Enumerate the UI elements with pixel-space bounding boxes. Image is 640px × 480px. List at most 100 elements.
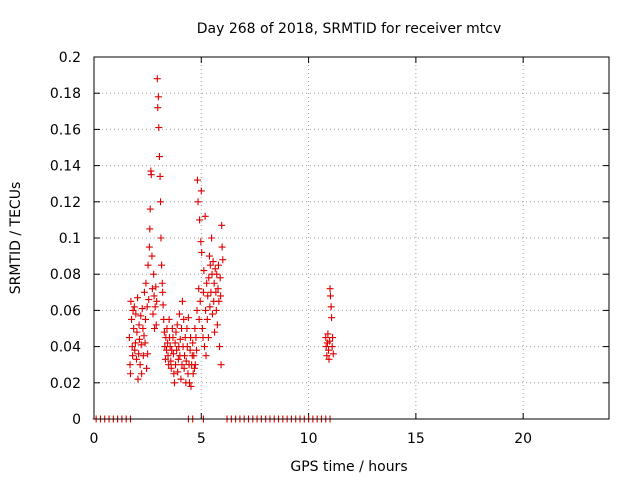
y-tick-label: 0.08 — [50, 267, 81, 283]
data-point — [138, 370, 146, 378]
data-point — [205, 274, 213, 282]
data-point — [201, 212, 209, 220]
data-point — [206, 303, 214, 311]
data-point — [135, 321, 143, 329]
y-tick-label: 0 — [72, 412, 81, 428]
data-point — [322, 343, 330, 351]
data-point — [150, 270, 158, 278]
data-point — [136, 361, 144, 369]
data-point — [133, 328, 141, 336]
data-point — [134, 375, 142, 383]
grid — [94, 57, 609, 419]
x-tick-label: 20 — [514, 431, 532, 447]
data-point — [190, 352, 198, 360]
data-point — [172, 328, 180, 336]
data-point — [140, 332, 148, 340]
data-point — [170, 370, 178, 378]
data-point — [161, 355, 169, 363]
data-point — [328, 343, 336, 351]
data-point — [326, 285, 334, 293]
data-point — [219, 256, 227, 264]
data-point — [211, 328, 219, 336]
data-point — [132, 355, 140, 363]
data-point — [142, 315, 149, 323]
y-tick-label: 0.14 — [50, 159, 81, 175]
data-point — [217, 361, 225, 369]
data-point — [147, 171, 155, 179]
data-point — [194, 198, 202, 206]
data-point — [204, 292, 212, 300]
data-point — [144, 261, 152, 269]
data-point — [184, 314, 192, 322]
data-point — [205, 252, 213, 260]
data-point — [210, 279, 218, 287]
data-point — [196, 297, 204, 305]
y-tick-label: 0.16 — [50, 122, 81, 138]
data-point — [150, 292, 158, 300]
data-point — [208, 234, 216, 242]
data-point — [139, 352, 147, 360]
data-point — [140, 288, 148, 296]
plot-frame — [93, 56, 610, 420]
data-point — [137, 341, 145, 349]
data-point — [157, 198, 165, 206]
y-tick-label: 0.2 — [59, 50, 81, 66]
data-point — [208, 310, 216, 318]
data-point — [178, 361, 186, 369]
data-point — [151, 325, 159, 332]
data-point — [170, 379, 178, 387]
data-point — [139, 325, 147, 332]
x-tick-label: 0 — [90, 431, 99, 447]
data-point — [326, 292, 334, 300]
data-point — [134, 294, 142, 302]
data-point — [132, 310, 140, 318]
data-point — [141, 339, 149, 347]
data-point — [156, 172, 164, 180]
data-point — [155, 153, 163, 161]
data-point — [127, 297, 135, 305]
data-point — [172, 361, 180, 369]
data-point — [128, 315, 136, 323]
data-point — [195, 285, 203, 293]
data-point — [197, 187, 205, 195]
data-point — [144, 350, 152, 358]
data-point — [180, 364, 188, 372]
data-point — [328, 314, 336, 322]
data-point — [149, 310, 157, 318]
data-point — [148, 252, 156, 260]
data-point — [146, 205, 154, 213]
data-point — [192, 334, 200, 342]
data-point — [169, 350, 177, 358]
data-point — [325, 355, 333, 363]
data-point — [159, 288, 167, 296]
data-point — [197, 238, 205, 246]
data-point — [323, 352, 331, 360]
data-point — [152, 283, 160, 291]
data-point — [202, 306, 210, 314]
data-point — [214, 261, 222, 269]
data-point — [128, 343, 136, 351]
data-point — [213, 321, 221, 329]
y-tick-label: 0.1 — [59, 231, 81, 247]
data-point — [130, 325, 138, 332]
data-point — [181, 352, 189, 360]
data-point — [180, 315, 188, 323]
data-point — [158, 261, 166, 269]
data-point — [191, 361, 199, 369]
data-point — [182, 357, 190, 365]
data-point — [138, 305, 146, 313]
data-point — [198, 248, 206, 256]
data-point — [175, 310, 183, 318]
data-point — [171, 339, 179, 347]
data-point — [325, 346, 333, 354]
data-point — [203, 315, 211, 323]
data-point — [199, 288, 207, 296]
x-tick-label: 15 — [407, 431, 425, 447]
x-tick-labels: 0 5 10 15 20 — [90, 431, 533, 447]
data-point — [164, 339, 172, 347]
data-point — [129, 306, 137, 314]
data-point — [154, 93, 162, 101]
data-point — [145, 243, 153, 251]
data-point — [137, 312, 145, 320]
